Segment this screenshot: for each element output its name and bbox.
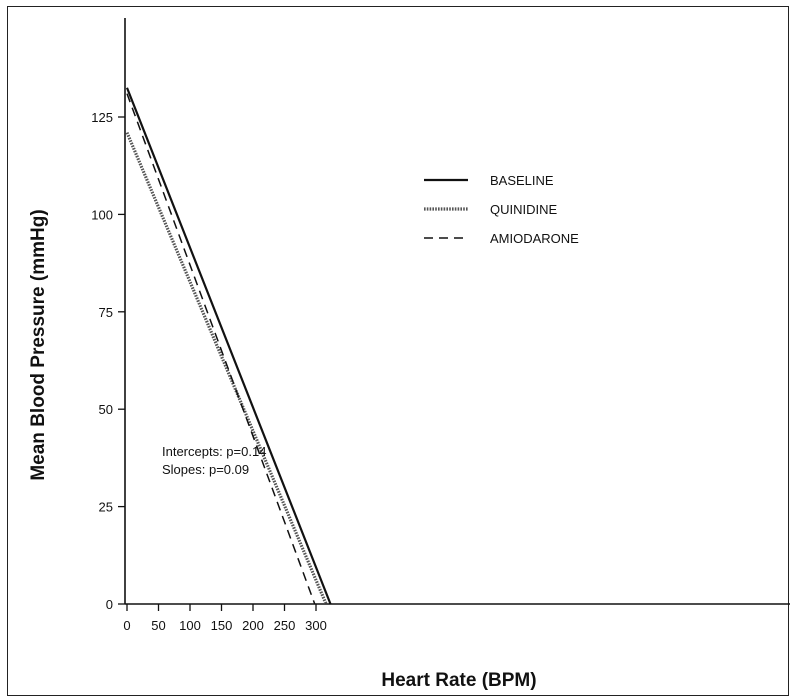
series-layer — [125, 87, 332, 605]
x-tick-label: 100 — [179, 618, 201, 633]
y-tick-label: 50 — [99, 402, 113, 417]
y-tick-label: 75 — [99, 305, 113, 320]
series-line-baseline — [125, 87, 332, 605]
annotation-slopes: Slopes: p=0.09 — [162, 462, 249, 477]
legend-label-quinidine: QUINIDINE — [490, 202, 558, 217]
series-line-amiodarone — [126, 93, 316, 605]
x-tick-label: 300 — [305, 618, 327, 633]
legend: BASELINE QUINIDINE AMIODARONE — [424, 173, 579, 246]
ticks: 0 50 100 150 200 250 300 0 25 50 75 100 125 — [91, 110, 327, 633]
x-tick-label: 50 — [151, 618, 165, 633]
y-tick-label: 0 — [106, 597, 113, 612]
legend-label-baseline: BASELINE — [490, 173, 554, 188]
x-tick-label: 200 — [242, 618, 264, 633]
chart-frame — [7, 6, 789, 696]
axes — [124, 18, 790, 605]
x-tick-label: 150 — [211, 618, 233, 633]
y-tick-label: 100 — [91, 207, 113, 222]
series-line-quinidine — [125, 131, 328, 605]
annotation-intercepts: Intercepts: p=0.14 — [162, 444, 266, 459]
x-tick-label: 250 — [274, 618, 296, 633]
x-tick-label: 0 — [123, 618, 130, 633]
y-axis-title: Mean Blood Pressure (mmHg) — [28, 209, 49, 480]
x-axis-title: Heart Rate (BPM) — [381, 670, 536, 691]
y-tick-label: 125 — [91, 110, 113, 125]
legend-label-amiodarone: AMIODARONE — [490, 231, 579, 246]
y-tick-label: 25 — [99, 500, 113, 515]
